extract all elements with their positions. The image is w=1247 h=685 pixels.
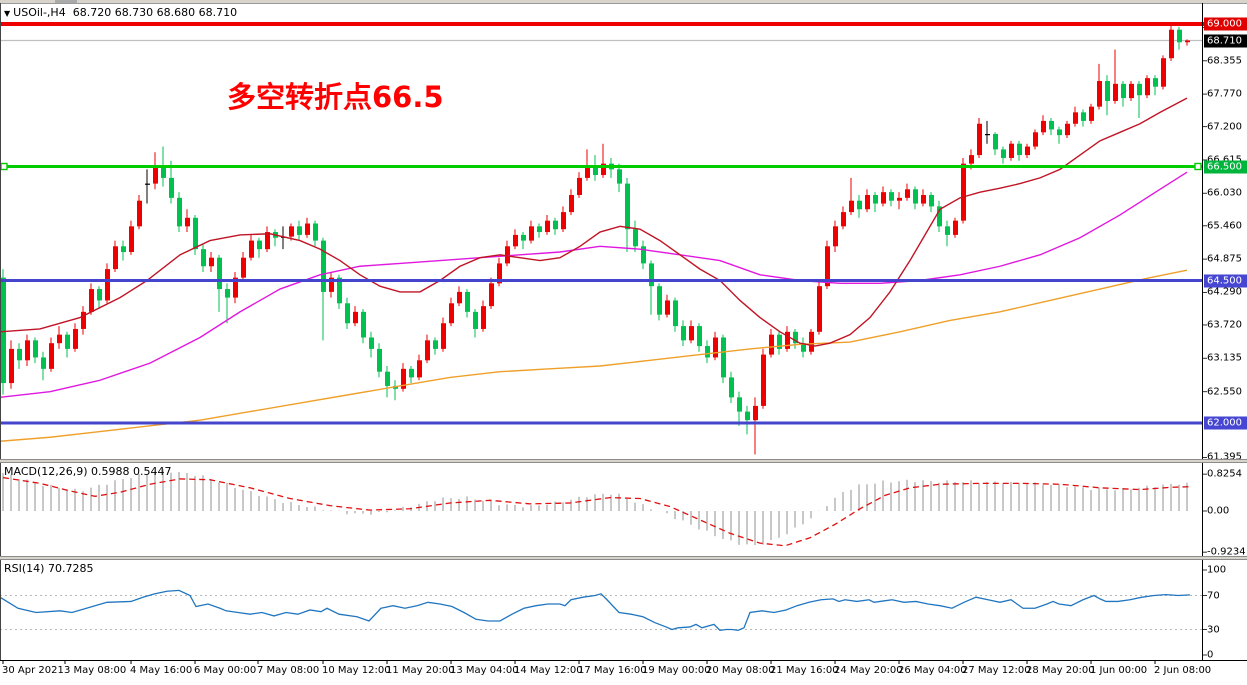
price-tick-label: 67.200 <box>1207 121 1242 133</box>
macd-indicator-name: MACD(12,26,9) <box>4 465 88 478</box>
time-axis-label: 28 May 20:00 <box>1026 665 1095 676</box>
price-tick-label: 62.550 <box>1207 386 1242 398</box>
time-axis-label: 27 May 12:00 <box>962 665 1031 676</box>
price-badge: 68.710 <box>1204 34 1247 48</box>
rsi-indicator-name: RSI(14) <box>4 562 45 575</box>
window-top-edge <box>0 0 1247 4</box>
time-axis-label: 30 Apr 2021 <box>2 665 64 676</box>
price-tick-label: 61.395 <box>1207 451 1242 463</box>
macd-axis-label: -0.9234 <box>1207 546 1246 558</box>
rsi-axis-label: 100 <box>1207 564 1227 576</box>
window-top-notch <box>55 0 77 3</box>
rsi-indicator-value: 70.7285 <box>47 562 94 575</box>
price-tick-label: 66.615 <box>1207 154 1242 165</box>
price-tick-label: 66.030 <box>1207 187 1242 199</box>
time-axis-label: 2 Jun 08:00 <box>1154 665 1212 676</box>
time-axis-label: 17 May 16:00 <box>578 665 647 676</box>
symbol-info[interactable]: ▼ USOil-,H4 68.720 68.730 68.680 68.710 <box>4 6 237 19</box>
panel-divider[interactable] <box>0 556 1247 560</box>
time-axis-label: 14 May 12:00 <box>514 665 583 676</box>
price-tick-label: 63.720 <box>1207 319 1242 331</box>
macd-axis-label: 0.00 <box>1207 505 1230 517</box>
panel-divider[interactable] <box>0 459 1247 463</box>
time-axis-label: 11 May 20:00 <box>386 665 455 676</box>
time-axis-label: 6 May 00:00 <box>194 665 257 676</box>
time-axis-label: 26 May 04:00 <box>898 665 967 676</box>
price-tick-label: 64.875 <box>1207 253 1242 265</box>
macd-axis-label: 0.8254 <box>1207 468 1242 480</box>
macd-panel-label: MACD(12,26,9) 0.5988 0.5447 <box>4 465 172 478</box>
price-tick-label: 65.460 <box>1207 220 1242 232</box>
annotation-text: 多空转折点66.5 <box>227 80 444 114</box>
price-tick-label: 68.355 <box>1207 55 1242 67</box>
time-axis-label: 4 May 16:00 <box>130 665 193 676</box>
price-tick-label: 64.290 <box>1207 286 1242 298</box>
time-axis-label: 3 May 08:00 <box>64 665 127 676</box>
rsi-axis-label: 70 <box>1207 590 1220 601</box>
time-axis-label: 7 May 08:00 <box>257 665 320 676</box>
symbol-dropdown-icon[interactable]: ▼ <box>4 9 11 18</box>
rsi-panel-label: RSI(14) 70.7285 <box>4 562 93 575</box>
rsi-axis-label: 0 <box>1207 649 1214 661</box>
price-badge: 64.500 <box>1204 274 1247 287</box>
time-axis-label: 19 May 00:00 <box>642 665 711 676</box>
symbol-name: USOil-,H4 <box>13 6 66 19</box>
time-axis-label: 10 May 12:00 <box>322 665 391 676</box>
price-tick-label: 67.770 <box>1207 88 1242 100</box>
price-badge: 69.000 <box>1204 17 1247 31</box>
symbol-ohlc-values: 68.720 68.730 68.680 68.710 <box>72 6 238 19</box>
price-badge: 62.000 <box>1204 416 1247 430</box>
time-axis-label: 1 Jun 00:00 <box>1090 665 1148 676</box>
macd-indicator-values: 0.5988 0.5447 <box>91 465 172 478</box>
price-badge: 66.500 <box>1204 160 1247 173</box>
time-axis-label: 21 May 16:00 <box>770 665 839 676</box>
rsi-axis-label: 30 <box>1207 624 1220 635</box>
time-axis-label: 24 May 20:00 <box>834 665 903 676</box>
price-tick-label: 63.135 <box>1207 352 1242 364</box>
time-axis-label: 13 May 04:00 <box>450 665 519 676</box>
time-axis-label: 20 May 08:00 <box>706 665 775 676</box>
